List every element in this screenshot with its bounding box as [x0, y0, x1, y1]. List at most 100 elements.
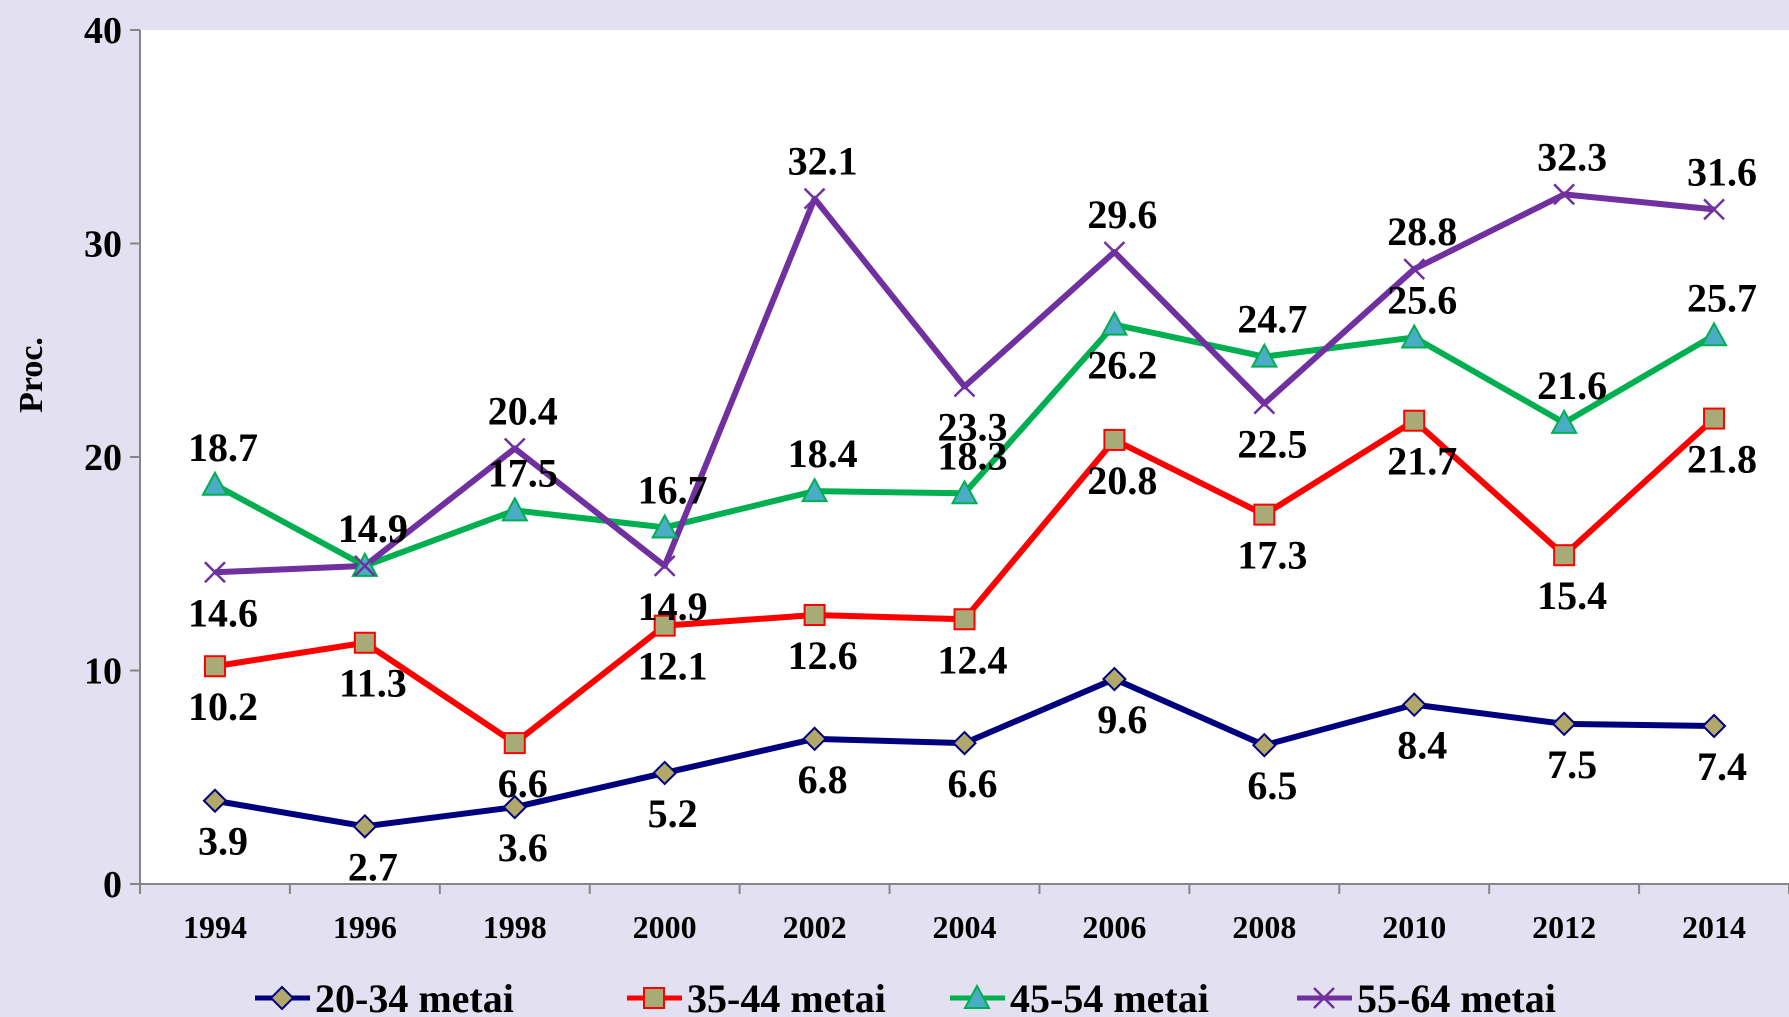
- data-point: [502, 794, 528, 820]
- legend-label: 35-44 metai: [687, 976, 886, 1017]
- data-point: [803, 187, 826, 210]
- legend-marker: [643, 987, 665, 1009]
- data-point: [653, 614, 676, 637]
- data-label: 32.1: [788, 139, 858, 184]
- data-label: 2.7: [348, 844, 398, 889]
- data-label: 14.6: [188, 590, 258, 635]
- marker-stroke: [1553, 183, 1576, 206]
- data-label: 25.6: [1387, 277, 1457, 322]
- legend-item: 55-64 metai: [1297, 976, 1556, 1017]
- data-label: 21.7: [1387, 439, 1457, 484]
- data-label: 21.6: [1537, 363, 1607, 408]
- x-tick-label: 2012: [1532, 909, 1596, 945]
- legend-marker: [963, 983, 991, 1009]
- data-point: [1700, 321, 1728, 347]
- axes: 0 10 20 30 40 1994 1996 1998 2000 2002 2004 2006 200…: [84, 10, 1789, 945]
- data-label: 28.8: [1387, 209, 1457, 254]
- data-label: 17.3: [1237, 533, 1307, 578]
- data-label: 10.2: [188, 684, 258, 729]
- data-label: 24.7: [1237, 297, 1307, 342]
- marker-stroke: [1103, 241, 1126, 263]
- x-tick-label: 1996: [333, 909, 397, 945]
- marker-stroke: [953, 375, 976, 398]
- data-point: [1403, 258, 1426, 281]
- data-label: 5.2: [648, 791, 698, 836]
- marker-stroke: [1403, 258, 1426, 281]
- data-label: 18.4: [788, 431, 858, 476]
- data-label: 20.8: [1087, 458, 1157, 503]
- data-label: 15.4: [1537, 573, 1607, 618]
- data-point: [1553, 544, 1576, 567]
- data-point: [353, 555, 376, 577]
- data-label: 31.6: [1687, 149, 1757, 194]
- data-point: [204, 561, 226, 584]
- marker-stroke: [353, 555, 376, 577]
- data-label: 26.2: [1087, 343, 1157, 388]
- data-point: [503, 732, 526, 755]
- x-tick-label: 2004: [933, 909, 997, 945]
- data-point: [652, 760, 678, 786]
- legend-label: 55-64 metai: [1357, 976, 1556, 1017]
- data-label: 12.6: [788, 633, 858, 678]
- data-point: [950, 479, 979, 505]
- x-tick-label: 1998: [483, 909, 547, 945]
- data-point: [1550, 408, 1578, 434]
- data-label: 18.7: [188, 425, 258, 470]
- y-axis-title: Proc.: [13, 337, 50, 413]
- data-point: [202, 788, 228, 814]
- y-tick-label: 30: [84, 224, 122, 266]
- data-point: [1701, 713, 1727, 739]
- data-label: 17.5: [488, 450, 558, 495]
- data-label: 14.9: [638, 584, 708, 629]
- data-point: [352, 813, 378, 839]
- legend-marker: [1313, 987, 1335, 1009]
- data-label: 6.8: [798, 757, 848, 802]
- y-tick-label: 40: [84, 10, 122, 52]
- data-point: [952, 730, 977, 756]
- legend-label: 45-54 metai: [1010, 976, 1209, 1017]
- data-point: [501, 496, 529, 522]
- legend: 20-34 metai 35-44 metai 45-54 metai 55-64 m…: [255, 976, 1556, 1017]
- data-label: 14.9: [338, 506, 408, 551]
- data-point: [353, 631, 376, 654]
- data-point: [1253, 392, 1276, 415]
- data-point: [1103, 428, 1126, 451]
- data-point: [1103, 241, 1126, 263]
- x-tick-label: 2006: [1082, 909, 1146, 945]
- data-label: 6.6: [948, 761, 998, 806]
- data-label: 3.9: [198, 819, 248, 864]
- marker-stroke: [204, 561, 226, 584]
- x-tick-label: 1994: [183, 909, 247, 945]
- x-tick-label: 2002: [783, 909, 847, 945]
- data-labels: 3.9 2.7 3.6 5.2 6.8 6.6 9.6 6.5 8.4 7.5 7.4 10.2 11.…: [188, 134, 1757, 889]
- data-label: 9.6: [1097, 697, 1147, 742]
- data-point: [1403, 409, 1426, 432]
- legend-item: 35-44 metai: [627, 976, 886, 1017]
- data-point: [201, 470, 229, 496]
- data-point: [1250, 342, 1279, 368]
- data-point: [1251, 732, 1277, 758]
- data-label: 18.3: [938, 433, 1008, 478]
- y-tick-label: 20: [84, 437, 122, 479]
- x-tick-label: 2000: [633, 909, 697, 945]
- legend-item: 20-34 metai: [255, 976, 514, 1017]
- data-label: 25.7: [1687, 275, 1757, 320]
- data-point: [503, 437, 526, 460]
- marker-stroke: [1703, 198, 1725, 221]
- data-label: 22.5: [1237, 422, 1307, 467]
- data-label: 3.6: [498, 825, 548, 870]
- data-label: 16.7: [638, 467, 708, 512]
- x-tick-label: 2010: [1382, 909, 1446, 945]
- legend-item: 45-54 metai: [950, 976, 1209, 1017]
- data-label: 6.6: [498, 761, 548, 806]
- data-point: [1553, 183, 1576, 206]
- data-label: 12.4: [938, 637, 1008, 682]
- data-point: [953, 375, 976, 398]
- data-point: [1101, 666, 1127, 692]
- data-point: [1703, 407, 1726, 430]
- marker-stroke: [503, 437, 526, 460]
- data-point: [1253, 503, 1276, 526]
- data-label: 7.4: [1697, 744, 1747, 789]
- data-label: 32.3: [1537, 134, 1607, 179]
